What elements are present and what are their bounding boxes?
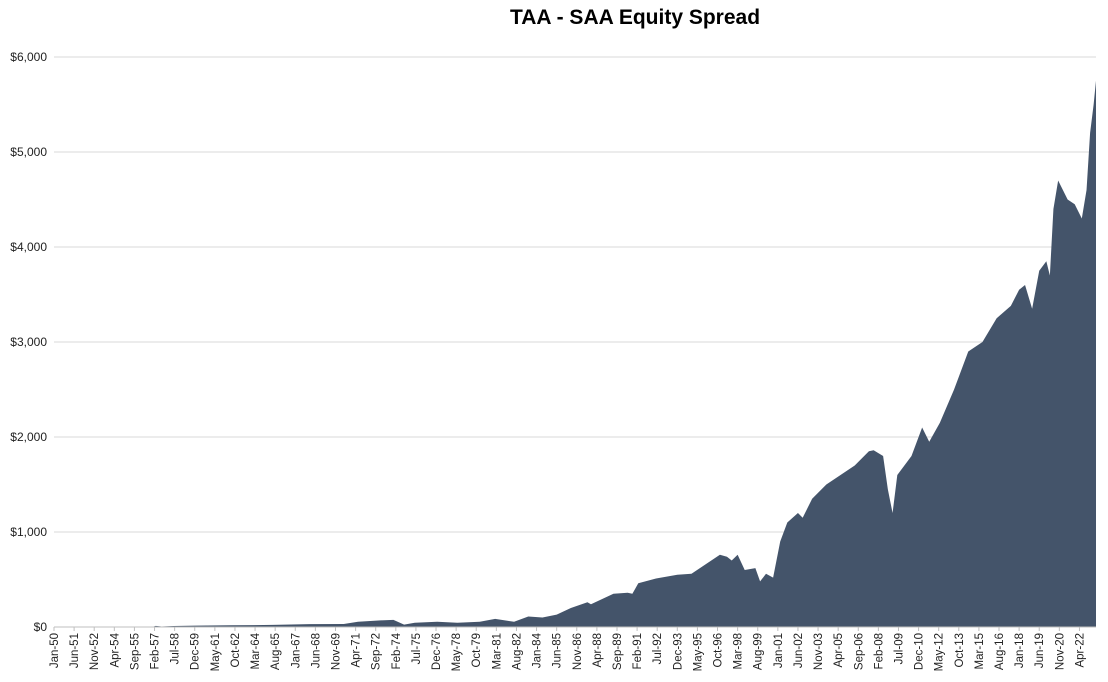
x-tick-label: May-95 xyxy=(692,633,704,671)
x-tick-label: Oct-96 xyxy=(713,633,725,668)
x-tick-label: Apr-22 xyxy=(1074,633,1086,668)
x-tick-label: Mar-15 xyxy=(974,633,986,669)
x-tick-label: Mar-98 xyxy=(733,633,745,669)
y-tick-label: $0 xyxy=(34,620,48,634)
x-tick-label: Oct-13 xyxy=(954,633,966,668)
x-tick-label: Jul-92 xyxy=(652,633,664,664)
x-tick-label: Nov-52 xyxy=(89,633,101,670)
x-tick-label: Dec-59 xyxy=(190,633,202,670)
x-tick-label: Jun-19 xyxy=(1034,633,1046,668)
x-tick-label: Jul-75 xyxy=(411,633,423,664)
chart-title-area: TAA - SAA Equity Spread xyxy=(0,0,1108,40)
x-tick-label: Feb-08 xyxy=(873,633,885,669)
x-tick-label: Sep-06 xyxy=(853,633,865,670)
chart-title: TAA - SAA Equity Spread xyxy=(509,6,761,29)
area-series xyxy=(54,80,1096,627)
x-tick-label: Jun-51 xyxy=(69,633,81,668)
x-tick-label: Jan-50 xyxy=(49,633,61,668)
x-tick-label: Feb-74 xyxy=(391,632,403,669)
x-tick-label: Jan-67 xyxy=(290,633,302,668)
x-tick-label: Aug-16 xyxy=(994,633,1006,670)
x-tick-label: Aug-65 xyxy=(270,633,282,670)
y-tick-label: $2,000 xyxy=(10,430,47,444)
x-tick-label: Apr-88 xyxy=(592,633,604,668)
x-tick-label: Aug-99 xyxy=(753,633,765,670)
y-tick-label: $6,000 xyxy=(10,50,47,64)
y-tick-label: $4,000 xyxy=(10,240,47,254)
x-tick-label: May-61 xyxy=(210,633,222,671)
x-tick-label: Feb-91 xyxy=(632,633,644,669)
x-tick-label: Oct-62 xyxy=(230,633,242,668)
x-tick-label: Nov-03 xyxy=(813,633,825,670)
y-tick-label: $5,000 xyxy=(10,145,47,159)
x-tick-label: Nov-20 xyxy=(1054,633,1066,670)
x-tick-label: Jan-01 xyxy=(773,633,785,668)
x-tick-label: Jun-68 xyxy=(310,633,322,668)
x-tick-label: Sep-72 xyxy=(371,633,383,670)
x-tick-label: Apr-54 xyxy=(109,632,121,667)
x-tick-label: Mar-81 xyxy=(491,633,503,669)
y-tick-label: $1,000 xyxy=(10,525,47,539)
x-tick-label: Jun-85 xyxy=(552,633,564,668)
y-tick-label: $3,000 xyxy=(10,335,47,349)
x-tick-label: Jun-02 xyxy=(793,633,805,668)
x-tick-label: Nov-86 xyxy=(572,633,584,670)
x-tick-label: Oct-79 xyxy=(471,633,483,668)
x-tick-label: Mar-64 xyxy=(250,632,262,669)
x-tick-label: Dec-10 xyxy=(914,633,926,670)
x-tick-label: Apr-05 xyxy=(833,633,845,668)
x-tick-label: Sep-89 xyxy=(612,633,624,670)
x-tick-label: Aug-82 xyxy=(511,633,523,670)
x-tick-label: May-78 xyxy=(451,633,463,671)
x-tick-label: May-12 xyxy=(934,633,946,671)
x-tick-label: Jul-09 xyxy=(893,633,905,664)
x-tick-label: Nov-69 xyxy=(330,633,342,670)
x-tick-label: Dec-76 xyxy=(431,633,443,670)
x-tick-label: Feb-57 xyxy=(150,633,162,669)
x-tick-label: Jan-18 xyxy=(1014,633,1026,668)
x-tick-label: Sep-55 xyxy=(129,633,141,670)
x-tick-label: Dec-93 xyxy=(672,633,684,670)
x-tick-label: Apr-71 xyxy=(351,633,363,668)
x-tick-label: Jul-58 xyxy=(170,633,182,664)
x-tick-label: Jan-84 xyxy=(532,632,544,668)
